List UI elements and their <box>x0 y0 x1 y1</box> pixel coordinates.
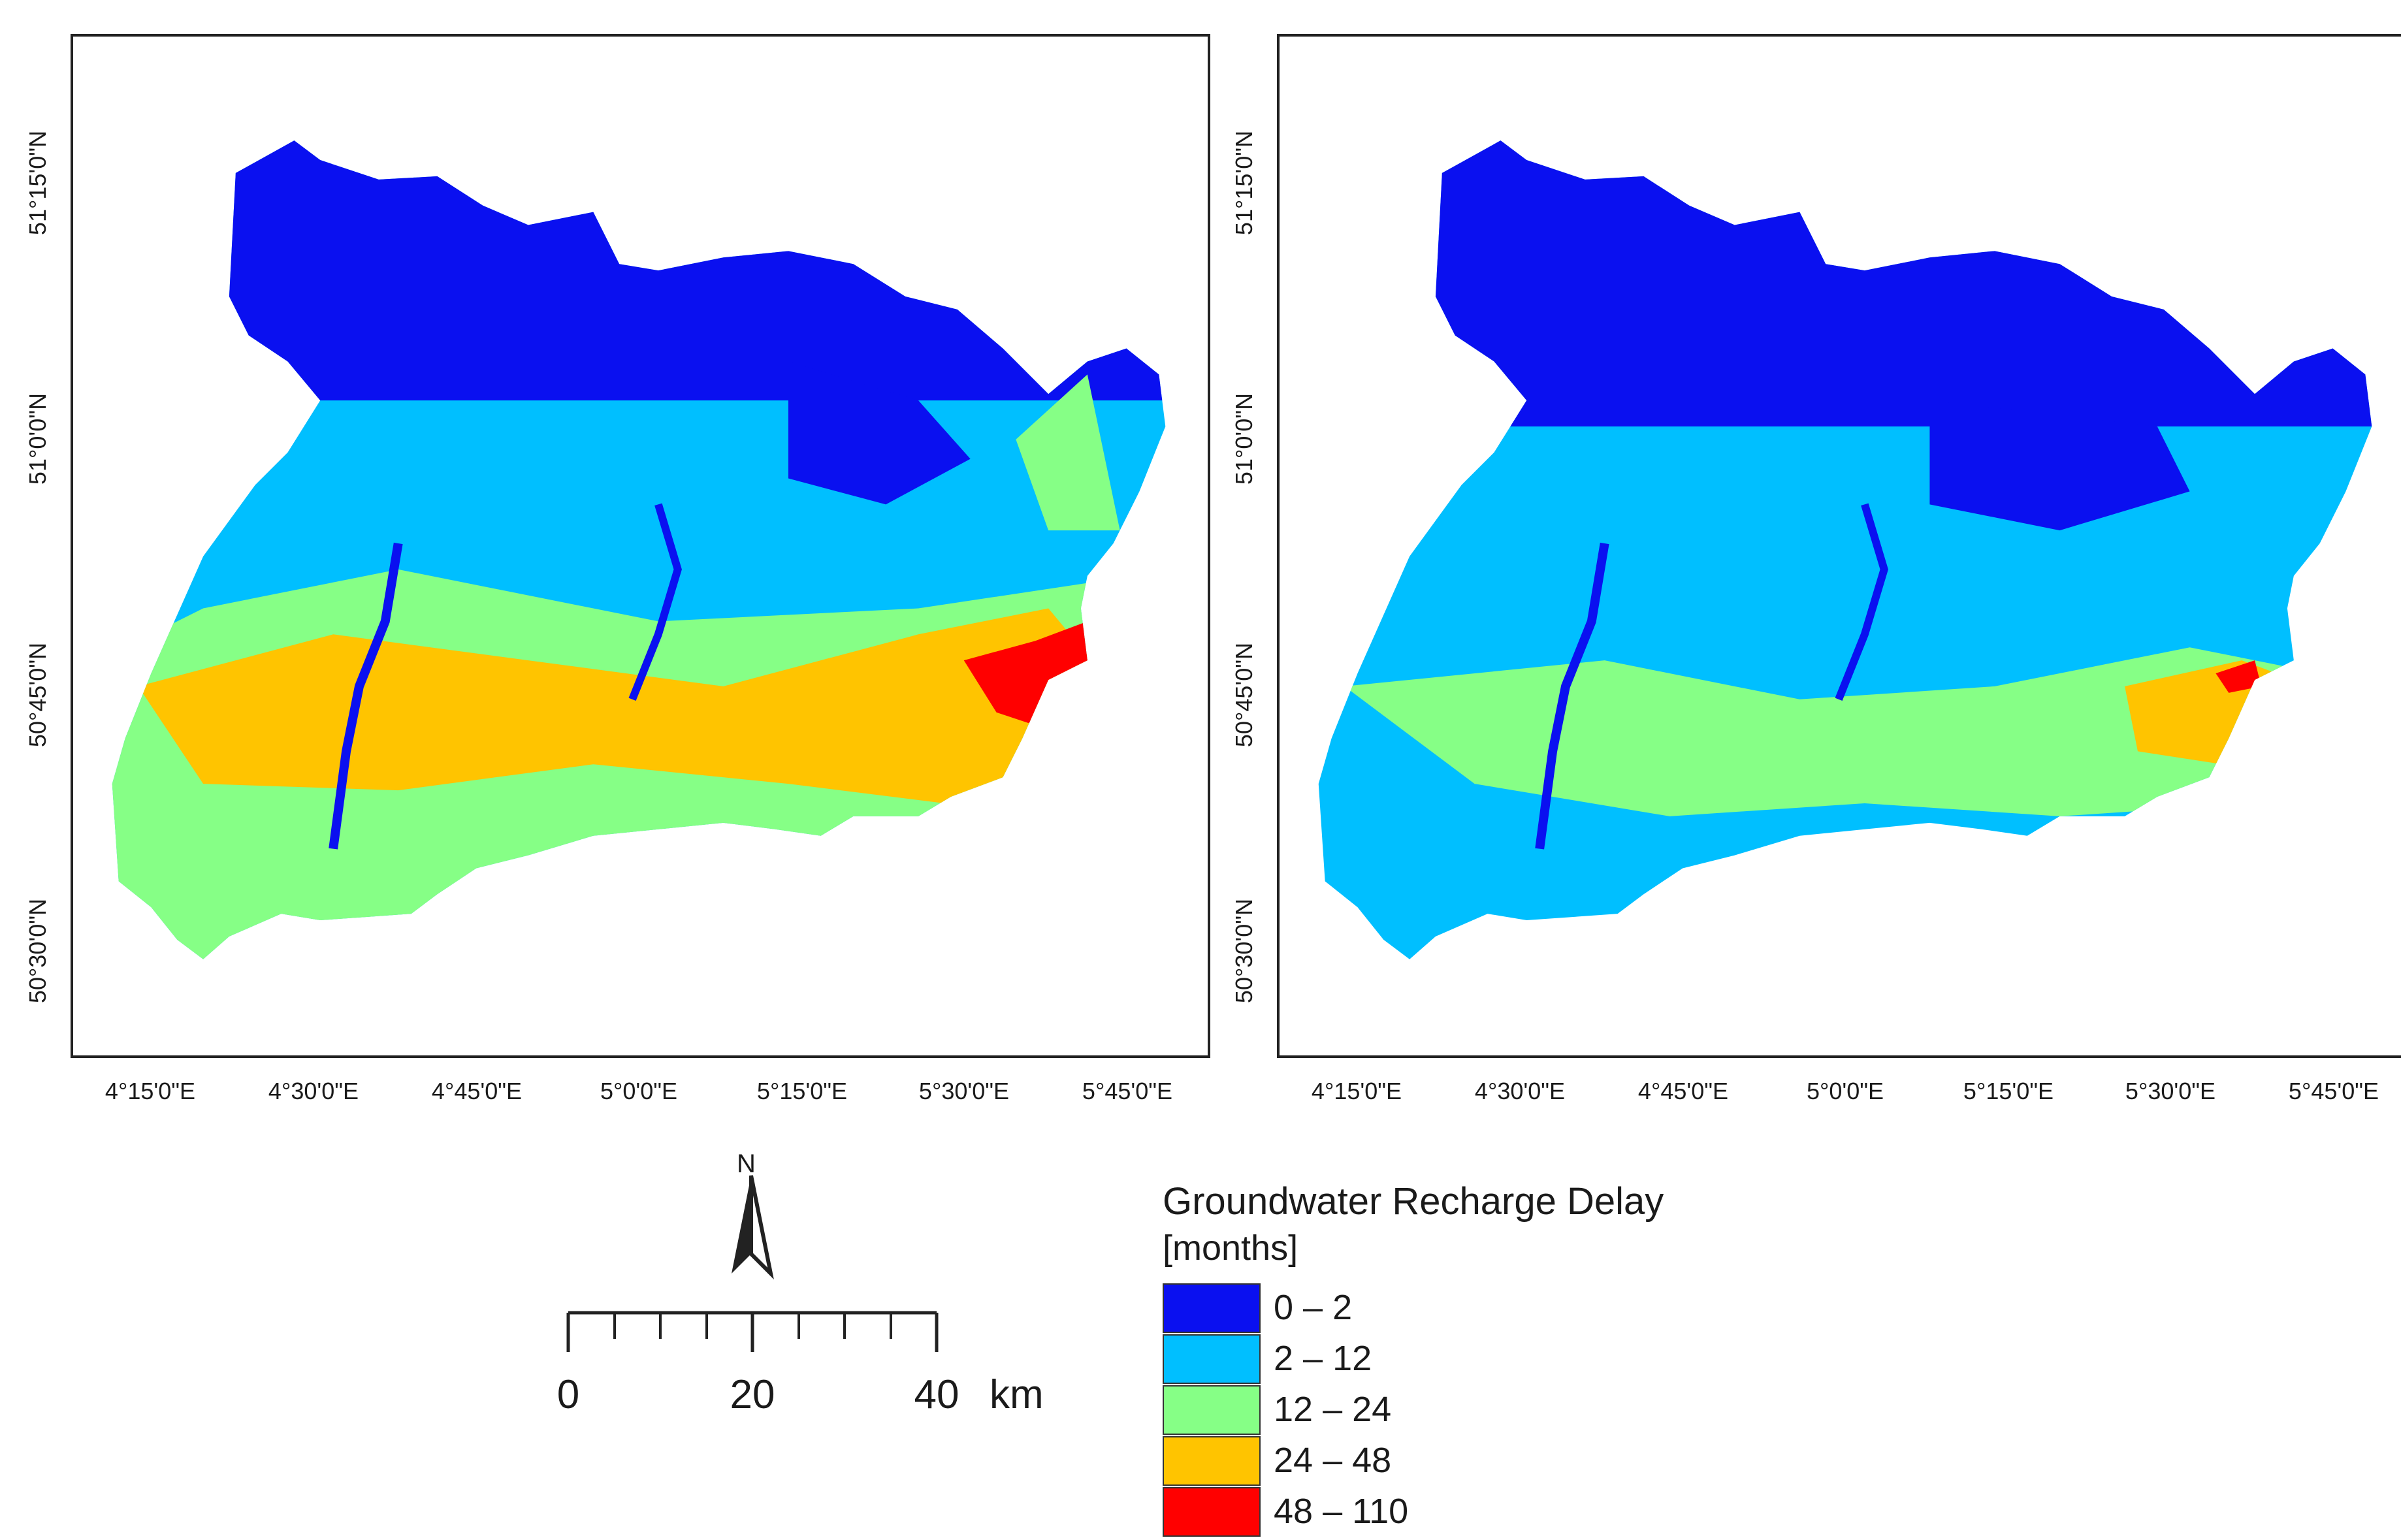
zone-north-patch <box>788 361 971 505</box>
lat-label-51-0: 51°0'0"N <box>24 393 51 485</box>
river <box>329 542 403 850</box>
zone-48-110 <box>2216 660 2262 693</box>
legend-title: Groundwater Recharge Delay <box>1163 1180 1664 1223</box>
legend-item: 0 – 2 <box>1163 1283 1620 1333</box>
legend-item: 24 – 48 <box>1163 1436 1620 1486</box>
north-arrow-icon <box>732 1175 774 1280</box>
legend-swatch <box>1163 1334 1261 1384</box>
scale-unit: km <box>990 1372 1044 1417</box>
legend-label: 48 – 110 <box>1274 1492 1409 1531</box>
lon-label-5-45: 5°45'0"E <box>1082 1078 1173 1104</box>
legend-swatch <box>1163 1385 1261 1435</box>
legend-label: 2 – 12 <box>1274 1339 1372 1378</box>
lat-label-50-30: 50°30'0"N <box>1231 898 1257 1004</box>
legend-label: 12 – 24 <box>1274 1390 1392 1429</box>
lat-label-51-0: 51°0'0"N <box>1231 393 1257 485</box>
scale-tick-0: 0 <box>556 1372 580 1417</box>
lon-label-5-0: 5°0'0"E <box>600 1078 678 1104</box>
zone-0-2 <box>1318 140 2372 426</box>
lon-label-4-30: 4°30'0"E <box>268 1078 359 1104</box>
legend-swatch <box>1163 1487 1261 1537</box>
zone-12-24-ne <box>1016 374 1120 531</box>
legend-swatch <box>1163 1436 1261 1486</box>
lon-label-5-30: 5°30'0"E <box>2125 1078 2216 1104</box>
lon-label-4-15: 4°15'0"E <box>105 1078 196 1104</box>
lon-label-4-45: 4°45'0"E <box>431 1078 523 1104</box>
river <box>1835 503 1888 701</box>
zone-12-24 <box>1344 647 2320 816</box>
recharge-map-right <box>1318 140 2372 959</box>
lon-label-4-15: 4°15'0"E <box>1311 1078 1402 1104</box>
scale-tick-40: 40 <box>914 1372 959 1417</box>
zone-24-48 <box>138 608 1114 816</box>
lon-label-5-30: 5°30'0"E <box>918 1078 1010 1104</box>
legend-label: 24 – 48 <box>1274 1441 1392 1480</box>
lon-label-5-15: 5°15'0"E <box>756 1078 848 1104</box>
zone-0-2 <box>112 140 1166 401</box>
legend-swatch <box>1163 1283 1261 1333</box>
legend-unit: [months] <box>1163 1228 1298 1268</box>
river <box>1535 542 1609 850</box>
lat-label-50-45: 50°45'0"N <box>24 642 51 748</box>
legend-label: 0 – 2 <box>1274 1288 1353 1327</box>
lon-label-5-45: 5°45'0"E <box>2288 1078 2379 1104</box>
scale-bar <box>566 1311 939 1352</box>
map-panel-left <box>71 34 1210 1058</box>
legend-item: 12 – 24 <box>1163 1385 1620 1435</box>
lon-label-4-45: 4°45'0"E <box>1637 1078 1729 1104</box>
north-letter: N <box>737 1149 756 1178</box>
recharge-map-left <box>112 140 1166 959</box>
zone-north-patch <box>1929 400 2190 531</box>
lat-label-51-15: 51°15'0"N <box>1231 130 1257 236</box>
lat-label-50-45: 50°45'0"N <box>1231 642 1257 748</box>
map-panel-right <box>1277 34 2401 1058</box>
lon-label-5-15: 5°15'0"E <box>1963 1078 2054 1104</box>
legend-item: 48 – 110 <box>1163 1487 1620 1537</box>
scale-tick-20: 20 <box>730 1372 775 1417</box>
lon-label-4-30: 4°30'0"E <box>1474 1078 1566 1104</box>
river <box>628 503 682 701</box>
lon-label-5-0: 5°0'0"E <box>1806 1078 1884 1104</box>
lat-label-50-30: 50°30'0"N <box>24 898 51 1004</box>
legend-item: 2 – 12 <box>1163 1334 1620 1384</box>
lat-label-51-15: 51°15'0"N <box>24 130 51 236</box>
